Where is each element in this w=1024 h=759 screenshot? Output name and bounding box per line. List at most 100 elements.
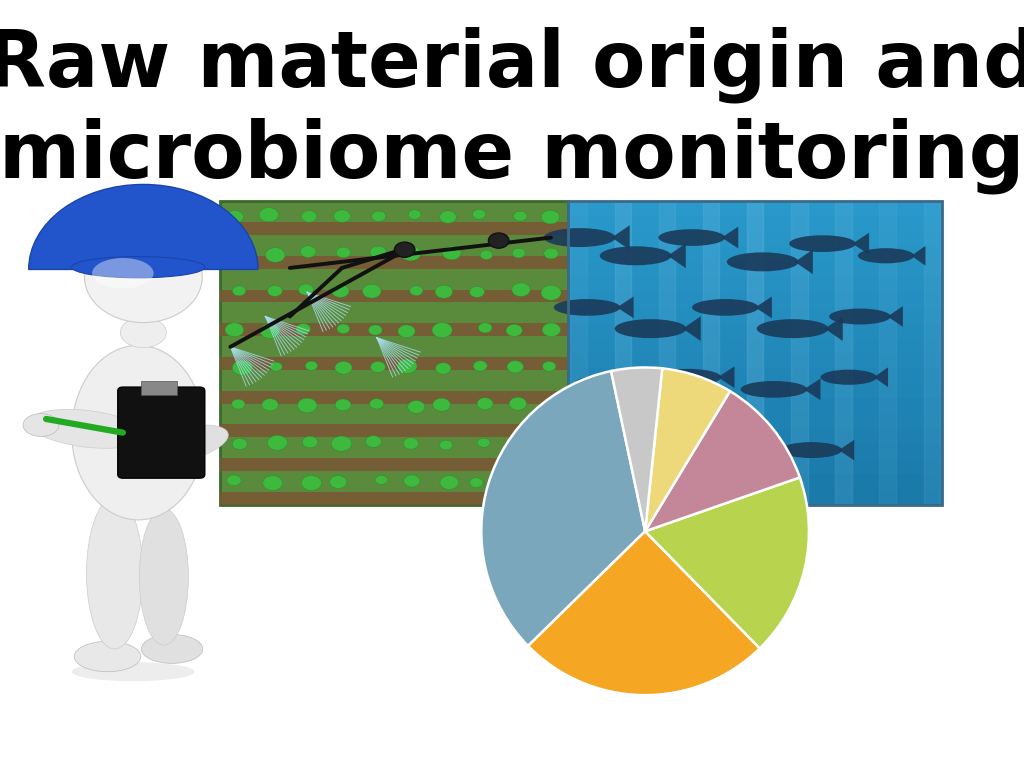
Polygon shape: [756, 297, 772, 318]
Ellipse shape: [757, 319, 828, 339]
Polygon shape: [839, 439, 854, 461]
Polygon shape: [825, 317, 843, 341]
Circle shape: [545, 439, 557, 449]
Circle shape: [506, 474, 522, 487]
Polygon shape: [888, 306, 903, 327]
Circle shape: [330, 476, 347, 489]
Polygon shape: [611, 225, 630, 250]
Circle shape: [232, 439, 247, 449]
Bar: [141, 381, 177, 395]
Circle shape: [262, 398, 279, 411]
Circle shape: [542, 401, 556, 411]
Circle shape: [226, 210, 244, 223]
Bar: [568, 292, 942, 307]
Bar: [568, 216, 942, 231]
Bar: [568, 429, 942, 444]
Circle shape: [335, 399, 351, 411]
Wedge shape: [645, 368, 730, 531]
Ellipse shape: [727, 252, 799, 271]
Wedge shape: [29, 184, 258, 269]
Ellipse shape: [575, 375, 637, 392]
Ellipse shape: [29, 409, 145, 449]
Circle shape: [506, 324, 522, 336]
Circle shape: [514, 211, 527, 221]
Bar: [568, 490, 942, 505]
Ellipse shape: [780, 442, 842, 458]
Ellipse shape: [121, 317, 166, 348]
Circle shape: [302, 436, 317, 448]
Bar: [220, 323, 568, 336]
Ellipse shape: [72, 662, 195, 682]
Bar: [220, 357, 568, 370]
Circle shape: [362, 285, 381, 298]
Polygon shape: [652, 427, 668, 449]
Circle shape: [488, 233, 509, 248]
Ellipse shape: [140, 425, 228, 463]
Ellipse shape: [544, 228, 615, 247]
Polygon shape: [874, 367, 888, 387]
Wedge shape: [645, 391, 800, 531]
Text: microbiome monitoring: microbiome monitoring: [0, 118, 1024, 194]
Circle shape: [305, 361, 317, 370]
Polygon shape: [668, 244, 686, 268]
Polygon shape: [852, 233, 869, 254]
Circle shape: [298, 284, 313, 295]
Circle shape: [397, 359, 417, 373]
Circle shape: [435, 285, 453, 298]
Circle shape: [439, 440, 453, 450]
Circle shape: [300, 246, 316, 257]
Ellipse shape: [820, 370, 877, 385]
Bar: [568, 398, 942, 414]
Circle shape: [225, 323, 244, 337]
Bar: [568, 277, 942, 292]
Circle shape: [509, 397, 526, 410]
Circle shape: [403, 475, 420, 487]
Bar: [568, 338, 942, 353]
Circle shape: [369, 325, 382, 335]
Ellipse shape: [829, 309, 891, 325]
Circle shape: [403, 438, 419, 449]
Circle shape: [543, 361, 556, 371]
Circle shape: [410, 286, 423, 295]
Circle shape: [442, 246, 461, 260]
Ellipse shape: [72, 257, 205, 278]
Circle shape: [231, 399, 245, 409]
Circle shape: [232, 361, 252, 375]
Bar: [220, 256, 568, 269]
Polygon shape: [804, 379, 820, 400]
Circle shape: [435, 363, 451, 374]
Circle shape: [432, 323, 453, 338]
Circle shape: [478, 323, 492, 333]
Circle shape: [512, 248, 525, 258]
Circle shape: [507, 361, 523, 373]
Bar: [220, 222, 568, 235]
Circle shape: [335, 361, 352, 374]
Circle shape: [259, 208, 279, 222]
Circle shape: [332, 285, 349, 298]
Ellipse shape: [139, 509, 188, 645]
Circle shape: [263, 476, 283, 490]
Circle shape: [232, 286, 246, 296]
Circle shape: [409, 209, 421, 219]
Bar: [568, 323, 942, 338]
Bar: [568, 201, 942, 505]
Polygon shape: [616, 297, 634, 318]
Polygon shape: [683, 317, 700, 341]
Circle shape: [370, 398, 384, 409]
Circle shape: [477, 398, 493, 410]
Ellipse shape: [600, 246, 672, 266]
Circle shape: [376, 475, 388, 484]
Ellipse shape: [75, 641, 141, 672]
Polygon shape: [795, 250, 813, 274]
Bar: [220, 424, 568, 437]
Bar: [220, 458, 568, 471]
Ellipse shape: [24, 414, 59, 436]
Circle shape: [545, 475, 563, 489]
Circle shape: [477, 438, 489, 447]
Ellipse shape: [72, 345, 205, 520]
Circle shape: [370, 246, 387, 258]
Circle shape: [260, 323, 280, 339]
Ellipse shape: [685, 436, 752, 452]
Circle shape: [371, 361, 385, 373]
Circle shape: [270, 362, 283, 371]
